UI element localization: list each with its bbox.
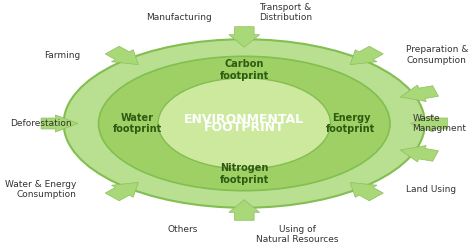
FancyArrow shape <box>105 46 138 65</box>
Text: Using of
Natural Resources: Using of Natural Resources <box>256 225 339 244</box>
FancyArrow shape <box>350 46 383 65</box>
FancyArrow shape <box>350 182 383 201</box>
FancyArrow shape <box>400 145 438 162</box>
Text: Land Using: Land Using <box>406 185 456 194</box>
Ellipse shape <box>64 39 425 208</box>
Text: ENVIRONMENTAL: ENVIRONMENTAL <box>184 113 304 126</box>
Text: Carbon
footprint: Carbon footprint <box>219 59 269 81</box>
Text: Deforestation: Deforestation <box>10 119 72 128</box>
FancyArrow shape <box>41 115 78 132</box>
Text: Energy
footprint: Energy footprint <box>327 113 375 134</box>
FancyArrow shape <box>229 27 260 47</box>
Text: Water
footprint: Water footprint <box>113 113 162 134</box>
Text: Nitrogen
footprint: Nitrogen footprint <box>219 163 269 185</box>
FancyArrow shape <box>400 85 438 102</box>
Text: Farming: Farming <box>44 51 80 60</box>
Text: Water & Energy
Consumption: Water & Energy Consumption <box>5 180 76 199</box>
Text: Transport &
Distribution: Transport & Distribution <box>259 3 312 22</box>
FancyArrow shape <box>105 182 138 201</box>
Text: Manufacturing: Manufacturing <box>146 13 211 22</box>
Text: Preparation &
Consumption: Preparation & Consumption <box>406 45 469 65</box>
FancyArrow shape <box>229 200 260 220</box>
Text: FOOTPRINT: FOOTPRINT <box>204 121 284 134</box>
Ellipse shape <box>158 78 330 169</box>
Text: Waste
Managment: Waste Managment <box>412 114 466 133</box>
FancyArrow shape <box>410 115 447 132</box>
Ellipse shape <box>99 56 390 191</box>
Text: Others: Others <box>167 225 198 234</box>
